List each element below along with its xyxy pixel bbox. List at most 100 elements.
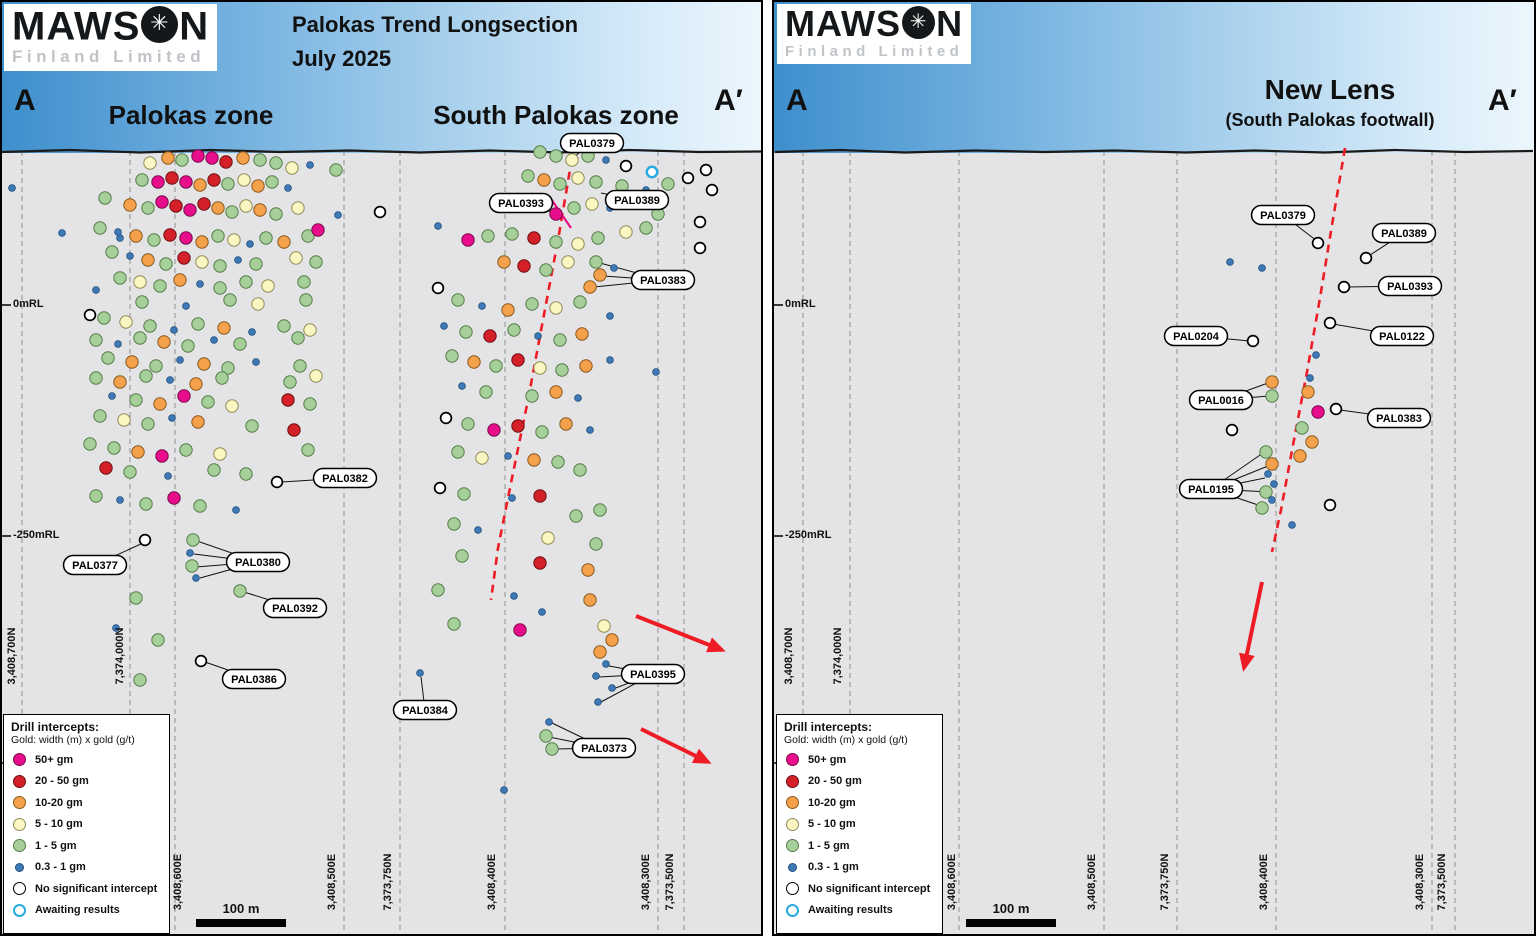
grid-coordinate-label: 7,373,750N bbox=[382, 853, 394, 911]
legend-swatch-wrap bbox=[784, 774, 801, 788]
wordmark-post: N bbox=[179, 4, 210, 49]
grid-coordinate-label: 3,408,400E bbox=[486, 853, 498, 911]
legend-swatch-wrap bbox=[784, 753, 801, 767]
legend-item-no-significant: No significant intercept bbox=[11, 878, 162, 900]
legend-swatch-awaiting-icon bbox=[13, 903, 26, 917]
legend-item-1-5: 1 - 5 gm bbox=[11, 835, 162, 857]
rl-label: -250mRL bbox=[13, 529, 60, 541]
legend-swatch-20-50-icon bbox=[786, 774, 799, 788]
legend-item-5-10: 5 - 10 gm bbox=[784, 814, 935, 836]
legend-item-20-50: 20 - 50 gm bbox=[784, 771, 935, 793]
legend-swatch-03-1-icon bbox=[15, 862, 24, 872]
compass-star-icon: ✳ bbox=[909, 10, 928, 33]
legend-left: Drill intercepts: Gold: width (m) x gold… bbox=[3, 714, 170, 934]
scale-bar-label-left: 100 m bbox=[222, 901, 260, 916]
legend-item-03-1: 0.3 - 1 gm bbox=[11, 857, 162, 879]
figure-title-line1: Palokas Trend Longsection bbox=[292, 12, 579, 37]
logo-subtitle: Finland Limited bbox=[785, 42, 964, 60]
legend-swatch-nsi-icon bbox=[13, 882, 26, 896]
grid-coordinate-label: 7,373,500N bbox=[664, 853, 676, 911]
legend-item-no-significant: No significant intercept bbox=[784, 878, 935, 900]
grid-coordinate-label: 3,408,300E bbox=[1414, 853, 1426, 911]
rl-label: 0mRL bbox=[13, 298, 44, 310]
legend-item-03-1: 0.3 - 1 gm bbox=[784, 857, 935, 879]
legend-swatch-03-1-icon bbox=[788, 862, 797, 872]
wordmark-pre: MAWS bbox=[12, 4, 141, 49]
section-marker-aprime-left: A′ bbox=[714, 84, 743, 117]
zone-subtitle-new-lens: (South Palokas footwall) bbox=[1225, 110, 1435, 130]
zone-title-palokas: Palokas zone bbox=[108, 100, 274, 130]
legend-title: Drill intercepts: bbox=[784, 720, 873, 734]
wordmark-post: N bbox=[936, 3, 964, 45]
legend-item-10-20: 10-20 gm bbox=[11, 792, 162, 814]
legend-item-50plus: 50+ gm bbox=[11, 749, 162, 771]
compass-star-icon: ✳ bbox=[150, 10, 170, 36]
grid-coordinate-label: 3,408,700N bbox=[6, 627, 18, 685]
legend-swatch-5-10-icon bbox=[13, 817, 26, 831]
legend-swatch-1-5-icon bbox=[786, 839, 799, 853]
legend-swatch-wrap bbox=[11, 796, 28, 810]
grid-coordinate-label: 7,374,000N bbox=[114, 627, 126, 685]
legend-item-5-10: 5 - 10 gm bbox=[11, 814, 162, 836]
legend-swatch-1-5-icon bbox=[13, 839, 26, 853]
legend-right: Drill intercepts: Gold: width (m) x gold… bbox=[776, 714, 943, 934]
legend-subtitle: Gold: width (m) x gold (g/t) bbox=[11, 734, 135, 746]
scale-bar-right bbox=[966, 919, 1056, 927]
rl-label: -250mRL bbox=[785, 529, 832, 541]
mawson-wordmark: MAWS ✳ N bbox=[785, 3, 964, 45]
legend-swatch-wrap bbox=[11, 862, 28, 872]
legend-item-20-50: 20 - 50 gm bbox=[11, 771, 162, 793]
wordmark-pre: MAWS bbox=[785, 3, 901, 45]
zone-title-south-palokas: South Palokas zone bbox=[433, 100, 679, 130]
figure-title: Palokas Trend Longsection July 2025 bbox=[292, 8, 578, 76]
grid-coordinate-label: 3,408,300E bbox=[640, 853, 652, 911]
mawson-logo: MAWS ✳ N Finland Limited bbox=[4, 4, 218, 72]
legend-swatch-wrap bbox=[784, 817, 801, 831]
scale-bar-label-right: 100 m bbox=[992, 901, 1030, 916]
legend-swatch-wrap bbox=[11, 903, 28, 917]
grid-coordinate-label: 3,408,700N bbox=[783, 627, 795, 685]
panel-new-lens bbox=[772, 0, 1536, 936]
grid-coordinate-label: 3,408,600E bbox=[946, 853, 958, 911]
legend-item-10-20: 10-20 gm bbox=[784, 792, 935, 814]
legend-swatch-wrap bbox=[11, 839, 28, 853]
legend-swatch-wrap bbox=[11, 753, 28, 767]
legend-swatch-wrap bbox=[11, 774, 28, 788]
logo-subtitle: Finland Limited bbox=[12, 47, 206, 67]
scale-bar-left bbox=[196, 919, 286, 927]
legend-swatch-wrap bbox=[784, 903, 801, 917]
grid-coordinate-label: 3,408,500E bbox=[1086, 853, 1098, 911]
legend-swatch-awaiting-icon bbox=[786, 903, 799, 917]
legend-swatch-50plus-icon bbox=[786, 753, 799, 767]
legend-swatch-wrap bbox=[784, 862, 801, 872]
grid-coordinate-label: 3,408,600E bbox=[172, 853, 184, 911]
legend-swatch-wrap bbox=[784, 839, 801, 853]
legend-swatch-20-50-icon bbox=[13, 774, 26, 788]
legend-swatch-50plus-icon bbox=[13, 753, 26, 767]
legend-swatch-wrap bbox=[11, 817, 28, 831]
mawson-wordmark: MAWS ✳ N bbox=[12, 6, 209, 47]
legend-item-1-5: 1 - 5 gm bbox=[784, 835, 935, 857]
figure-title-line2: July 2025 bbox=[292, 46, 392, 71]
section-marker-aprime-right: A′ bbox=[1488, 84, 1517, 117]
zone-title-new-lens: New Lens bbox=[1264, 74, 1396, 105]
legend-swatch-nsi-icon bbox=[786, 882, 799, 896]
legend-title: Drill intercepts: bbox=[11, 720, 100, 734]
grid-coordinate-label: 7,373,500N bbox=[1436, 853, 1448, 911]
mawson-logo-right: MAWS ✳ N Finland Limited bbox=[777, 3, 972, 64]
grid-coordinate-label: 3,408,500E bbox=[326, 853, 338, 911]
grid-coordinate-label: 7,374,000N bbox=[832, 627, 844, 685]
legend-swatch-10-20-icon bbox=[786, 796, 799, 810]
legend-swatch-10-20-icon bbox=[13, 796, 26, 810]
legend-subtitle: Gold: width (m) x gold (g/t) bbox=[784, 734, 908, 746]
legend-swatch-wrap bbox=[784, 796, 801, 810]
section-marker-a-right: A bbox=[786, 84, 808, 117]
grid-coordinate-label: 3,408,400E bbox=[1258, 853, 1270, 911]
section-marker-a-left: A bbox=[14, 84, 36, 117]
legend-item-50plus: 50+ gm bbox=[784, 749, 935, 771]
legend-item-awaiting: Awaiting results bbox=[784, 900, 935, 922]
grid-coordinate-label: 7,373,750N bbox=[1159, 853, 1171, 911]
legend-swatch-5-10-icon bbox=[786, 817, 799, 831]
legend-swatch-wrap bbox=[784, 882, 801, 896]
